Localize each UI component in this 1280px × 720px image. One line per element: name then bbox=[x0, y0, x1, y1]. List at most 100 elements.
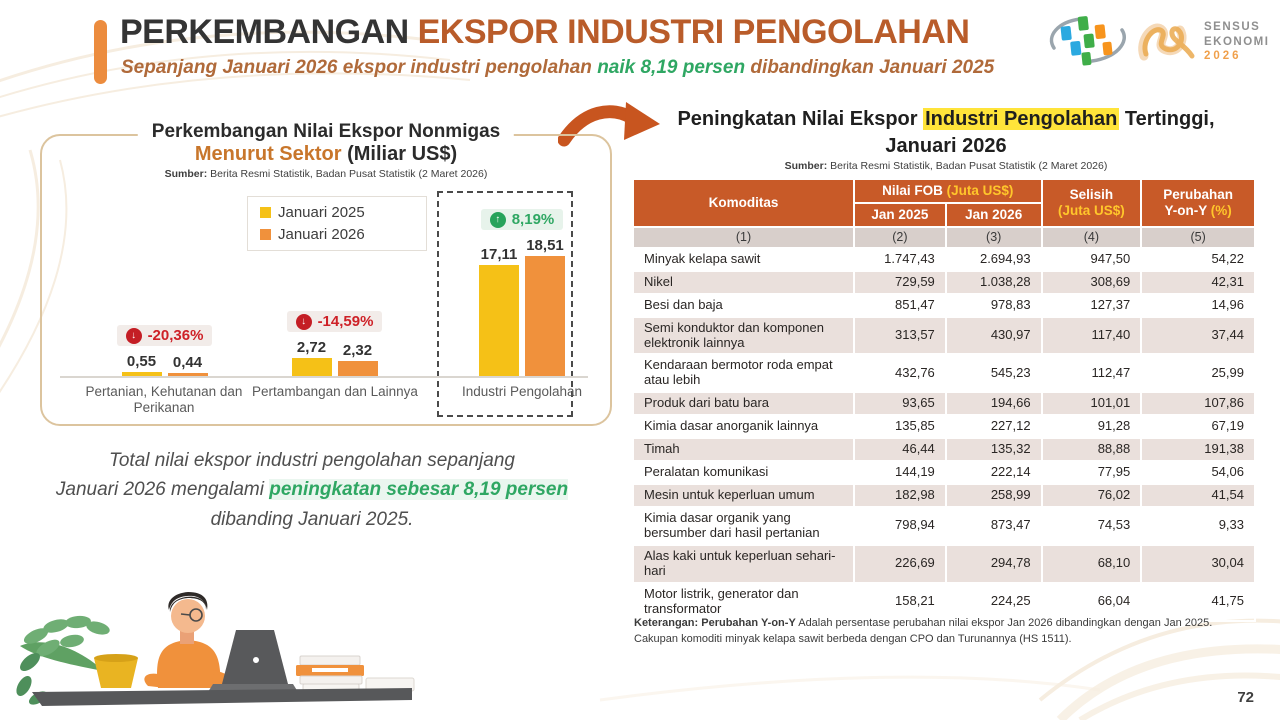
value-cell: 432,76 bbox=[852, 353, 947, 394]
value-cell: 158,21 bbox=[852, 581, 947, 622]
page-title: PERKEMBANGAN EKSPOR INDUSTRI PENGOLAHAN bbox=[120, 13, 970, 52]
legend-swatch-jan2025 bbox=[260, 207, 271, 218]
table-row: Peralatan komunikasi 144,19 222,14 77,95 54,… bbox=[632, 460, 1256, 486]
value-cell: 851,47 bbox=[852, 292, 947, 318]
table-row: Minyak kelapa sawit 1.747,43 2.694,93 947,5… bbox=[632, 246, 1256, 272]
value-cell: 873,47 bbox=[944, 506, 1043, 546]
value-cell: 66,04 bbox=[1040, 581, 1143, 622]
value-cell: 42,31 bbox=[1140, 269, 1256, 295]
col-header-jan2026: Jan 2026 bbox=[944, 202, 1043, 229]
change-badge-industri: ↑ 8,19% bbox=[480, 209, 564, 230]
value-cell: 2.694,93 bbox=[944, 246, 1043, 272]
value-cell: 545,23 bbox=[944, 353, 1043, 394]
table-row: Kimia dasar anorganik lainnya 135,85 227,1… bbox=[632, 414, 1256, 440]
value-cell: 224,25 bbox=[944, 581, 1043, 622]
commodity-cell: Produk dari batu bara bbox=[632, 391, 855, 417]
value-cell: 294,78 bbox=[944, 543, 1043, 584]
value-cell: 101,01 bbox=[1040, 391, 1143, 417]
commodity-cell: Kimia dasar organik yang bersumber dari … bbox=[632, 506, 855, 546]
value-cell: 191,38 bbox=[1140, 437, 1256, 463]
table-row: Kendaraan bermotor roda empat atau lebih… bbox=[632, 353, 1256, 394]
person-at-desk-illustration bbox=[16, 592, 415, 706]
export-table: Komoditas Nilai FOB (Juta US$) Selisih (J… bbox=[632, 177, 1256, 622]
col-header-komoditas: Komoditas bbox=[632, 177, 855, 229]
table-row: Alas kaki untuk keperluan sehari-hari 226… bbox=[632, 543, 1256, 584]
bar-jan2026 bbox=[525, 256, 565, 376]
value-cell: 135,32 bbox=[944, 437, 1043, 463]
value-cell: 41,75 bbox=[1140, 581, 1256, 622]
bar-jan2026 bbox=[167, 373, 208, 376]
commodity-cell: Kimia dasar anorganik lainnya bbox=[632, 414, 855, 440]
chart-card: Perkembangan Nilai Ekspor Nonmigas Menur… bbox=[40, 121, 612, 426]
bar-value-label: 17,11 bbox=[480, 246, 518, 263]
bar-value-label: 0,44 bbox=[172, 354, 203, 371]
col-header-selisih: Selisih (Juta US$) bbox=[1040, 177, 1143, 229]
value-cell: 1.038,28 bbox=[944, 269, 1043, 295]
table-row: Nikel 729,59 1.038,28 308,69 42,31 bbox=[632, 269, 1256, 295]
highlight-dashed-box bbox=[437, 191, 573, 417]
value-cell: 430,97 bbox=[944, 315, 1043, 356]
bar-group-industri-pengolahan: ↑ 8,19% 17,11 18,51 bbox=[452, 192, 592, 376]
value-cell: 117,40 bbox=[1040, 315, 1143, 356]
curved-arrow-icon bbox=[558, 102, 660, 147]
value-cell: 978,83 bbox=[944, 292, 1043, 318]
legend-item-jan2025: Januari 2025 bbox=[260, 204, 414, 221]
value-cell: 77,95 bbox=[1040, 460, 1143, 486]
value-cell: 1.747,43 bbox=[852, 246, 947, 272]
page-title-orange: EKSPOR INDUSTRI PENGOLAHAN bbox=[408, 13, 970, 51]
chart-axis-line bbox=[60, 376, 588, 378]
commodity-cell: Peralatan komunikasi bbox=[632, 460, 855, 486]
sensus-swirl-icon bbox=[1138, 23, 1195, 61]
commodity-cell: Alas kaki untuk keperluan sehari-hari bbox=[632, 543, 855, 584]
value-cell: 74,53 bbox=[1040, 506, 1143, 546]
commodity-cell: Kendaraan bermotor roda empat atau lebih bbox=[632, 353, 855, 394]
change-badge-pertambangan: ↓ -14,59% bbox=[286, 311, 383, 332]
legend-item-jan2026: Januari 2026 bbox=[260, 226, 414, 243]
value-cell: 14,96 bbox=[1140, 292, 1256, 318]
commodity-cell: Motor listrik, generator dan transformat… bbox=[632, 581, 855, 622]
down-arrow-icon: ↓ bbox=[295, 313, 312, 330]
category-label-industri: Industri Pengolahan bbox=[461, 384, 583, 399]
up-arrow-icon: ↑ bbox=[489, 211, 506, 228]
bar-jan2025 bbox=[479, 265, 519, 376]
commodity-cell: Nikel bbox=[632, 269, 855, 295]
table-body: Minyak kelapa sawit 1.747,43 2.694,93 947,5… bbox=[632, 246, 1256, 622]
col-header-nilai-fob: Nilai FOB (Juta US$) bbox=[852, 177, 1043, 205]
page-number: 72 bbox=[1237, 689, 1254, 706]
commodity-cell: Semi konduktor dan komponen elektronik l… bbox=[632, 315, 855, 356]
table-row: Semi konduktor dan komponen elektronik l… bbox=[632, 315, 1256, 356]
value-cell: 729,59 bbox=[852, 269, 947, 295]
table-footnote: Keterangan: Perubahan Y-on-Y Adalah pers… bbox=[634, 617, 1213, 645]
value-cell: 30,04 bbox=[1140, 543, 1256, 584]
commodity-cell: Mesin untuk keperluan umum bbox=[632, 483, 855, 508]
bar-value-label: 18,51 bbox=[526, 237, 564, 254]
bar-value-label: 2,32 bbox=[342, 342, 373, 359]
value-cell: 226,69 bbox=[852, 543, 947, 584]
summary-text: Total nilai ekspor industri pengolahan s… bbox=[55, 450, 569, 530]
value-cell: 68,10 bbox=[1040, 543, 1143, 584]
sensus-ekonomi-text: SENSUS EKONOMI 2026 bbox=[1204, 21, 1270, 63]
page-subtitle: Sepanjang Januari 2026 ekspor industri p… bbox=[121, 57, 995, 78]
bar-jan2025 bbox=[121, 372, 162, 376]
value-cell: 798,94 bbox=[852, 506, 947, 546]
chart-source: Sumber: Berita Resmi Statistik, Badan Pu… bbox=[164, 168, 488, 180]
category-label-pertanian: Pertanian, Kehutanan dan Perikanan bbox=[85, 384, 243, 416]
summary-highlight: peningkatan sebesar 8,19 persen bbox=[269, 479, 569, 501]
value-cell: 88,88 bbox=[1040, 437, 1143, 463]
value-cell: 54,22 bbox=[1140, 246, 1256, 272]
page-title-black: PERKEMBANGAN bbox=[120, 13, 409, 51]
value-cell: 112,47 bbox=[1040, 353, 1143, 394]
table-title-highlight: Industri Pengolahan bbox=[923, 108, 1120, 130]
table-row: Produk dari batu bara 93,65 194,66 101,01 10… bbox=[632, 391, 1256, 417]
value-cell: 227,12 bbox=[944, 414, 1043, 440]
value-cell: 25,99 bbox=[1140, 353, 1256, 394]
table-row: Besi dan baja 851,47 978,83 127,37 14,96 bbox=[632, 292, 1256, 318]
value-cell: 308,69 bbox=[1040, 269, 1143, 295]
table-row: Motor listrik, generator dan transformat… bbox=[632, 581, 1256, 622]
chart-legend: Januari 2025 Januari 2026 bbox=[247, 196, 427, 251]
change-badge-pertanian: ↓ -20,36% bbox=[116, 325, 213, 346]
value-cell: 194,66 bbox=[944, 391, 1043, 417]
table-row: Mesin untuk keperluan umum 182,98 258,99 76… bbox=[632, 483, 1256, 508]
table-row: Kimia dasar organik yang bersumber dari … bbox=[632, 506, 1256, 546]
subtitle-highlight: naik 8,19 persen bbox=[597, 57, 746, 78]
